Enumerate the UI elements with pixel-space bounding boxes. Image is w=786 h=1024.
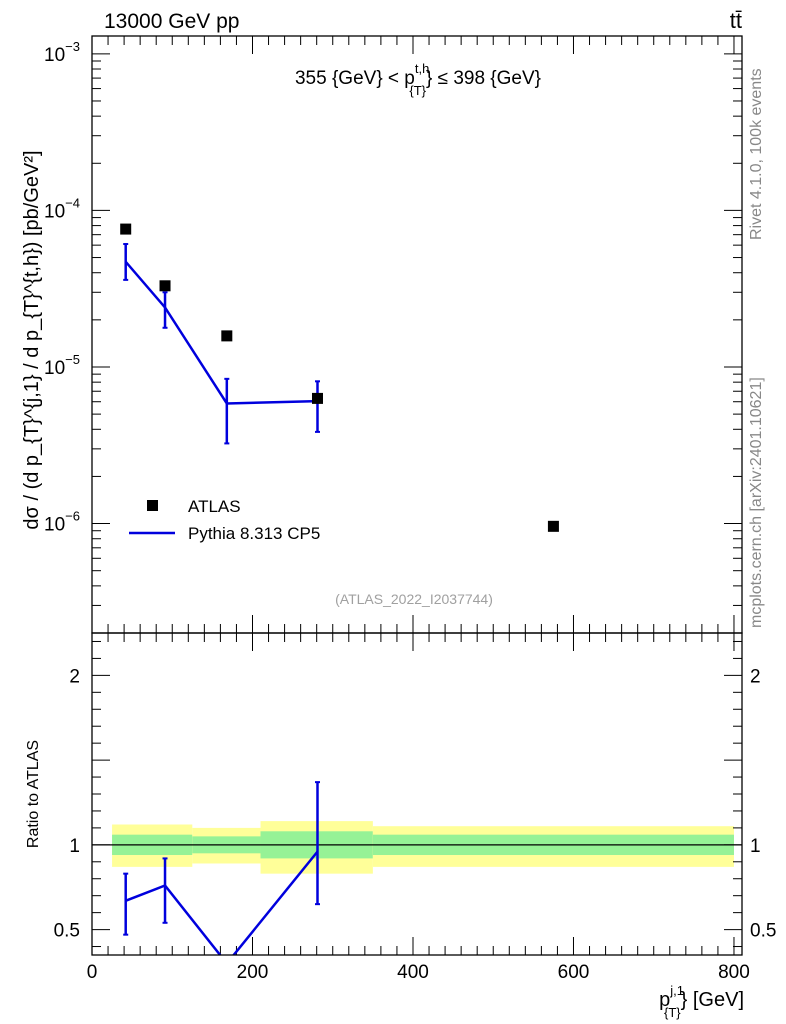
ratio-y-tick-label: 0.5 — [54, 921, 80, 942]
rivet-label: Rivet 4.1.0, 100k events — [748, 68, 765, 240]
main-y-tick-label: 10−3 — [44, 39, 80, 66]
legend-pythia-label: Pythia 8.313 CP5 — [188, 524, 320, 543]
pythia-line — [124, 260, 318, 405]
x-label-pre: p — [659, 989, 670, 1011]
atlas-data-point — [120, 223, 132, 235]
analysis-watermark: (ATLAS_2022_I2037744) — [335, 591, 493, 607]
main-panel-frame — [91, 35, 743, 634]
x-tick-label: 400 — [397, 962, 429, 983]
atlas-data-point — [221, 330, 233, 342]
ratio-x-ticks: 0 200 400 600 800 — [87, 633, 750, 983]
ratio-y-tick-label: 2 — [69, 666, 80, 687]
main-title-sup: t,h — [415, 61, 429, 76]
ratio-panel-frame — [91, 632, 743, 956]
main-y-tick-label: 10−4 — [44, 195, 80, 222]
legend-atlas-marker — [147, 500, 158, 511]
ratio-series-group — [123, 781, 320, 955]
main-data — [120, 223, 559, 532]
header-right-label: tt̄ — [730, 8, 742, 33]
mcplots-label: mcplots.cern.ch [arXiv:2401.10621] — [748, 377, 765, 628]
ratio-panel: 0.5 0.51 12 2 0 200 400 600 800 Ratio to ATLAS … — [25, 632, 776, 1020]
ratio-pythia-line — [125, 850, 319, 955]
main-y-ticks: 10−610−510−410−3 — [44, 39, 742, 634]
ratio-y-tick-label: 1 — [69, 836, 80, 857]
tick-exp: −3 — [65, 39, 80, 54]
tick-base: 10 — [44, 45, 65, 66]
header-left-label: 13000 GeV pp — [104, 10, 239, 33]
main-y-axis-label: dσ / (d p_{T}^{j,1} / d p_{T}^{t,h}) [pb… — [21, 150, 43, 529]
main-panel: 10−610−510−410−3 355 {GeV} < pt,h {T}} ≤ … — [21, 35, 743, 634]
main-title: 355 {GeV} < pt,h {T}} ≤ 398 {GeV} — [295, 61, 541, 98]
atlas-data-point — [547, 520, 559, 532]
ratio-x-axis-label: pj,1 {T}} [GeV] — [659, 983, 744, 1020]
tick-base: 10 — [44, 201, 65, 222]
x-label-sub: {T} — [664, 1005, 681, 1020]
tick-base: 10 — [44, 358, 65, 379]
ratio-y-tick-label-right: 2 — [750, 666, 761, 687]
x-tick-label: 200 — [237, 962, 269, 983]
tick-exp: −4 — [65, 195, 80, 210]
main-title-post: } ≤ 398 {GeV} — [426, 68, 541, 89]
tick-exp: −6 — [65, 509, 80, 524]
legend: ATLAS Pythia 8.313 CP5 — [129, 497, 320, 543]
main-x-ticks — [91, 36, 735, 633]
atlas-data-point — [159, 280, 171, 292]
x-tick-label: 600 — [558, 962, 590, 983]
main-y-tick-label: 10−6 — [44, 509, 80, 536]
x-tick-label: 0 — [87, 962, 98, 983]
legend-atlas-label: ATLAS — [188, 497, 241, 516]
tick-base: 10 — [44, 515, 65, 536]
ratio-y-axis-label: Ratio to ATLAS — [25, 740, 42, 848]
atlas-data-point — [311, 392, 323, 404]
main-title-pre: 355 {GeV} < p — [295, 68, 415, 89]
x-label-post: } [GeV] — [681, 989, 744, 1011]
tick-exp: −5 — [65, 352, 80, 367]
ratio-data — [123, 781, 320, 955]
ratio-y-tick-label-right: 0.5 — [750, 921, 776, 942]
x-tick-label: 800 — [718, 962, 750, 983]
x-label-sup: j,1 — [669, 983, 684, 998]
main-title-sub: {T} — [409, 83, 426, 98]
main-y-tick-label: 10−5 — [44, 352, 80, 379]
ratio-y-tick-label-right: 1 — [750, 836, 761, 857]
ratio-y-ticks: 0.5 0.5 1 1 2 2 — [54, 640, 776, 948]
ratio-bands — [92, 821, 742, 874]
